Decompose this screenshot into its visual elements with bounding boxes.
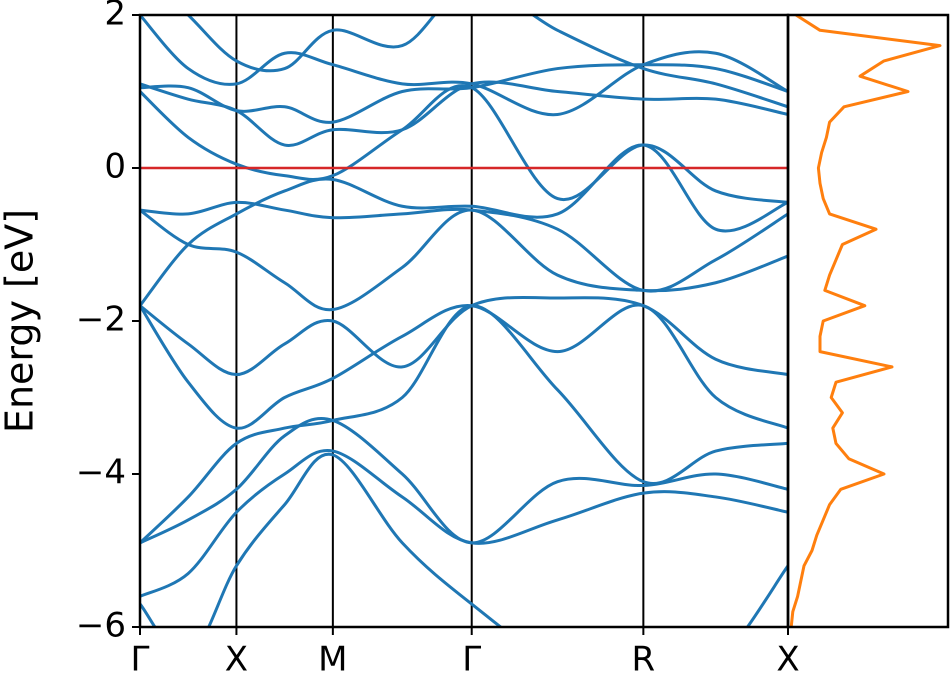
band-line bbox=[140, 143, 788, 307]
x-tick-label: M bbox=[318, 640, 347, 678]
band-line bbox=[186, 15, 788, 109]
band-line bbox=[140, 295, 788, 377]
x-tick-label: X bbox=[776, 640, 799, 678]
band-line bbox=[140, 303, 788, 430]
band-line bbox=[140, 304, 788, 544]
band-line bbox=[140, 452, 788, 627]
y-tick-label: −6 bbox=[76, 606, 126, 646]
y-axis-label: Energy [eV] bbox=[0, 209, 42, 433]
x-tick-label: X bbox=[225, 640, 248, 678]
x-tick-label: R bbox=[632, 640, 656, 678]
band-line bbox=[140, 15, 788, 117]
labels: Energy [eV] −6 −4 −2 0 2 Γ X M Γ R X bbox=[0, 0, 800, 678]
dos-line bbox=[789, 15, 942, 627]
y-tick-label: 2 bbox=[104, 0, 126, 34]
band-line bbox=[140, 449, 788, 598]
y-tick-label: −4 bbox=[76, 453, 126, 493]
band-plot bbox=[140, 15, 788, 627]
dos-frame bbox=[786, 13, 950, 629]
x-tick-label: Γ bbox=[131, 640, 150, 678]
x-tick-label: Γ bbox=[462, 640, 481, 678]
y-tick-label: 0 bbox=[104, 147, 126, 187]
band-line bbox=[140, 84, 788, 204]
dos-plot bbox=[789, 15, 942, 627]
band-line bbox=[140, 63, 788, 124]
y-tick-label: −2 bbox=[76, 300, 126, 340]
band-line bbox=[140, 200, 788, 293]
